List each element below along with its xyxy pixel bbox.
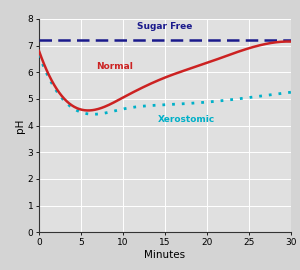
Text: Normal: Normal [96, 62, 133, 71]
Y-axis label: pH: pH [15, 118, 25, 133]
X-axis label: Minutes: Minutes [144, 249, 186, 259]
Text: Sugar Free: Sugar Free [137, 22, 193, 31]
Text: Xerostomic: Xerostomic [158, 115, 214, 124]
